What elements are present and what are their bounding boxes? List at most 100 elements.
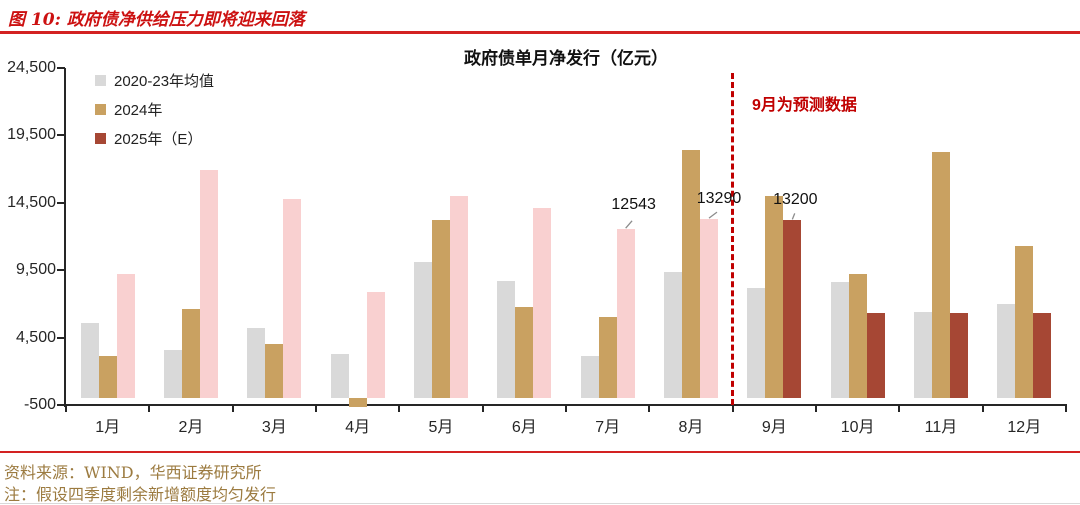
- x-tick-label: 2月: [178, 419, 204, 436]
- forecast-divider-line: [731, 73, 735, 405]
- legend-swatch: [95, 133, 106, 144]
- bar-s2-m8: [700, 219, 718, 399]
- chart-title: 政府债单月净发行（亿元）: [464, 49, 668, 69]
- x-tick-mark: [898, 406, 901, 412]
- bar-s0-m2: [164, 349, 182, 399]
- y-tick-label: 24,500: [7, 59, 56, 76]
- bar-s3-m10: [866, 313, 885, 399]
- x-tick-label: 4月: [345, 419, 371, 436]
- bar-s2-m5: [450, 196, 468, 399]
- bar-s2-m7: [616, 229, 635, 399]
- x-tick-label: 5月: [428, 419, 454, 436]
- x-tick-mark: [65, 406, 67, 412]
- bottom-divider-line: [0, 503, 1080, 504]
- bar-s1-m12: [1015, 245, 1034, 399]
- x-tick-mark: [648, 406, 651, 412]
- annotation-label-0: 12543: [611, 196, 656, 214]
- bar-s2-m4: [366, 291, 385, 399]
- y-tick-label: 19,500: [7, 126, 56, 144]
- bar-s1-m10: [848, 274, 867, 399]
- legend-item-0: 2020-23年均值: [95, 66, 214, 95]
- x-tick-mark: [1065, 406, 1067, 412]
- legend-label: 2020-23年均值: [114, 73, 215, 90]
- y-tick-label: 4,500: [15, 328, 56, 346]
- x-tick-mark: [148, 406, 151, 412]
- leader-line-0: [625, 220, 633, 229]
- middle-divider-line: [0, 451, 1080, 453]
- x-tick-label: 10月: [840, 419, 875, 436]
- x-tick-label: 7月: [595, 419, 621, 436]
- bar-s1-m11: [932, 151, 950, 399]
- note-text: 注：假设四季度剩余新增额度均匀发行: [4, 485, 277, 504]
- bar-s2-m2: [200, 170, 218, 399]
- legend-swatch: [95, 104, 106, 115]
- x-tick-label: 12月: [1007, 419, 1042, 436]
- bar-s1-m6: [515, 306, 534, 399]
- y-tick-mark: [57, 404, 65, 406]
- bar-s2-m6: [533, 208, 552, 399]
- x-tick-mark: [398, 406, 401, 412]
- y-tick-mark: [57, 67, 65, 69]
- bar-s0-m4: [330, 353, 349, 399]
- y-tick-label: 14,500: [7, 193, 56, 211]
- bar-s0-m3: [247, 328, 266, 399]
- x-tick-label: 6月: [511, 419, 537, 436]
- bar-s1-m7: [598, 317, 617, 399]
- bar-s0-m8: [664, 271, 682, 399]
- bar-s1-m2: [182, 309, 200, 399]
- bar-s0-m7: [580, 356, 599, 399]
- bar-s3-m9: [783, 220, 802, 399]
- bar-s2-m1: [116, 274, 135, 399]
- forecast-note: 9月为预测数据: [752, 97, 857, 114]
- chart-legend: 2020-23年均值 2024年 2025年（E）: [95, 66, 214, 153]
- x-tick-label: 9月: [761, 419, 787, 436]
- bar-s1-m9: [765, 196, 784, 399]
- y-tick-mark: [57, 336, 65, 339]
- bar-s1-m8: [682, 150, 700, 399]
- x-tick-label: 3月: [261, 419, 287, 436]
- bar-s0-m10: [830, 282, 849, 399]
- bar-s0-m12: [997, 303, 1016, 399]
- source-text: 资料来源：WIND，华西证券研究所: [4, 463, 262, 482]
- bar-s0-m6: [497, 280, 516, 399]
- bar-s0-m5: [414, 262, 432, 399]
- x-tick-mark: [565, 406, 567, 412]
- y-axis: [64, 68, 66, 407]
- bar-s1-m5: [432, 220, 450, 399]
- bar-s3-m12: [1033, 313, 1052, 399]
- y-tick-mark: [57, 201, 65, 204]
- figure-caption: 图 10: 政府债净供给压力即将迎来回落: [8, 10, 305, 30]
- bar-s1-m4: [348, 398, 367, 407]
- bar-s0-m1: [80, 322, 99, 399]
- legend-item-1: 2024年: [95, 95, 214, 124]
- y-tick-label: -500: [23, 396, 56, 413]
- x-tick-mark: [315, 406, 317, 412]
- leader-line-2: [791, 213, 796, 220]
- x-tick-mark: [815, 406, 817, 412]
- annotation-label-2: 13200: [773, 191, 818, 209]
- top-divider-line: [0, 31, 1080, 34]
- legend-swatch: [95, 75, 106, 86]
- leader-line-1: [708, 211, 718, 219]
- x-tick-label: 11月: [924, 419, 958, 436]
- x-tick-mark: [231, 406, 234, 412]
- bar-s0-m9: [747, 287, 766, 399]
- bar-s1-m3: [265, 344, 284, 399]
- x-tick-label: 1月: [95, 419, 121, 436]
- legend-label: 2024年: [114, 102, 163, 119]
- y-tick-mark: [57, 269, 65, 272]
- x-tick-mark: [981, 406, 984, 412]
- bar-s1-m1: [98, 356, 117, 399]
- x-tick-mark: [731, 406, 734, 412]
- bar-s2-m3: [283, 198, 302, 399]
- x-tick-mark: [481, 406, 484, 412]
- x-tick-label: 8月: [678, 419, 704, 436]
- x-axis: [64, 404, 1067, 406]
- legend-label: 2025年（E）: [114, 131, 203, 148]
- y-tick-label: 9,500: [15, 261, 56, 279]
- bar-s3-m11: [950, 313, 968, 399]
- legend-item-2: 2025年（E）: [95, 124, 214, 153]
- annotation-label-1: 13290: [696, 190, 742, 208]
